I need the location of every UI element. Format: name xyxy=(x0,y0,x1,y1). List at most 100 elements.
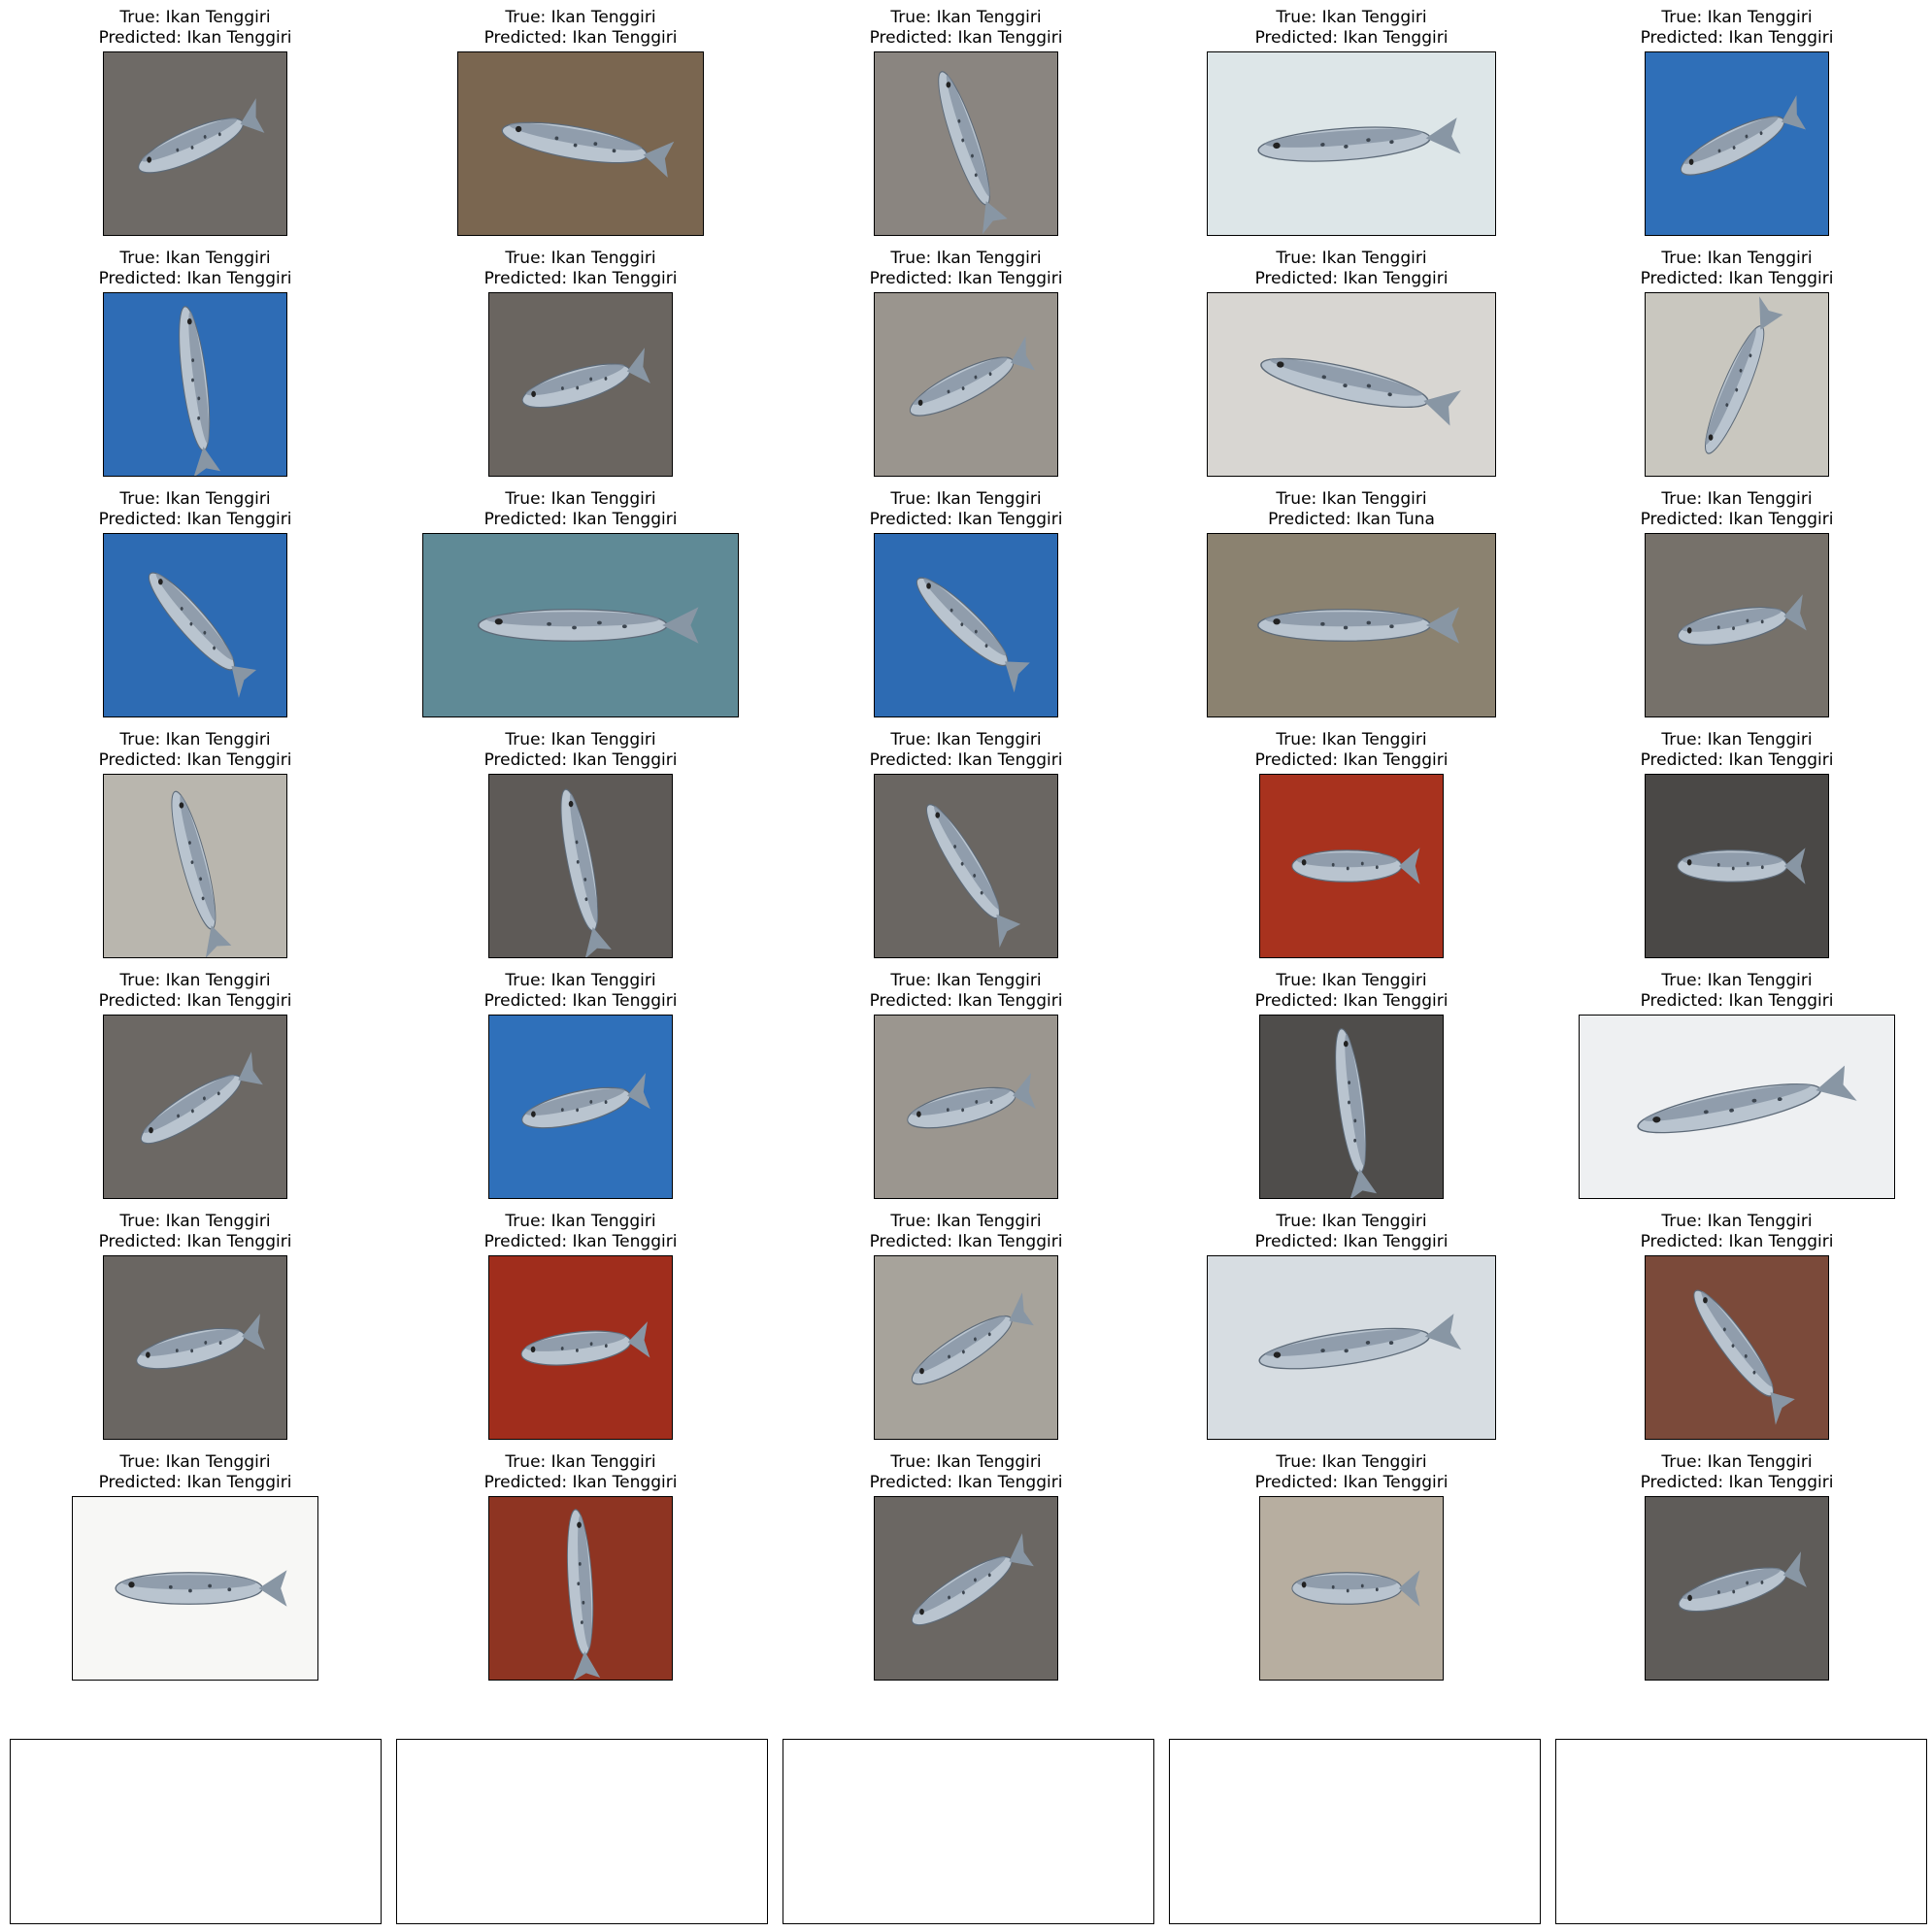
image-cell: True: Ikan Tenggiri Predicted: Ikan Tengg… xyxy=(387,971,774,1204)
fish-icon xyxy=(1680,95,1807,176)
true-label: True: Ikan Tenggiri xyxy=(1276,730,1427,749)
fish-icon xyxy=(1257,117,1461,162)
image-cell: True: Ikan Tenggiri Predicted: Ikan Tengg… xyxy=(387,1212,774,1445)
fish-photo xyxy=(103,1015,287,1199)
image-cell: True: Ikan Tenggiri Predicted: Ikan Tengg… xyxy=(1544,1452,1930,1685)
fish-photo xyxy=(488,1496,673,1681)
empty-axes xyxy=(396,1739,768,1924)
true-label: True: Ikan Tenggiri xyxy=(1661,489,1813,509)
image-cell: True: Ikan Tenggiri Predicted: Ikan Tengg… xyxy=(1158,1212,1545,1445)
predicted-label: Predicted: Ikan Tenggiri xyxy=(483,510,678,529)
fish-photo xyxy=(874,1015,1058,1199)
fish-photo xyxy=(488,1015,673,1199)
true-label: True: Ikan Tenggiri xyxy=(890,8,1042,27)
empty-axes xyxy=(1169,1739,1541,1924)
image-cell: True: Ikan Tenggiri Predicted: Ikan Tengg… xyxy=(773,730,1159,963)
true-label: True: Ikan Tenggiri xyxy=(890,489,1042,509)
fish-icon xyxy=(1291,1570,1420,1607)
predicted-label: Predicted: Ikan Tenggiri xyxy=(483,991,678,1011)
fish-photo xyxy=(1207,533,1496,717)
true-label: True: Ikan Tenggiri xyxy=(119,489,271,509)
fish-photo xyxy=(422,533,739,717)
fish-icon xyxy=(1693,1289,1795,1425)
fish-photo xyxy=(1259,1496,1444,1681)
fish-icon xyxy=(916,577,1030,693)
fish-photo xyxy=(1645,51,1829,236)
predicted-label: Predicted: Ikan Tenggiri xyxy=(869,269,1063,288)
fish-icon xyxy=(136,1314,265,1370)
empty-axes xyxy=(783,1739,1154,1924)
true-label: True: Ikan Tenggiri xyxy=(1276,8,1427,27)
fish-photo xyxy=(1645,774,1829,958)
predicted-label: Predicted: Ikan Tenggiri xyxy=(483,28,678,48)
fish-photo xyxy=(1579,1015,1895,1199)
fish-icon xyxy=(566,1509,601,1680)
predicted-label: Predicted: Ikan Tenggiri xyxy=(869,1473,1063,1492)
fish-icon xyxy=(1260,357,1461,426)
image-cell: True: Ikan Tenggiri Predicted: Ikan Tengg… xyxy=(773,971,1159,1204)
predicted-label: Predicted: Ikan Tenggiri xyxy=(1254,991,1449,1011)
fish-photo xyxy=(874,51,1058,236)
true-label: True: Ikan Tenggiri xyxy=(1661,1452,1813,1472)
image-cell: True: Ikan Tenggiri Predicted: Ikan Tengg… xyxy=(1158,971,1545,1204)
true-label: True: Ikan Tenggiri xyxy=(890,1452,1042,1472)
fish-icon xyxy=(501,121,675,178)
image-cell: True: Ikan Tenggiri Predicted: Ikan Tengg… xyxy=(773,249,1159,482)
image-cell: True: Ikan Tenggiri Predicted: Ikan Tengg… xyxy=(387,249,774,482)
image-cell: True: Ikan Tenggiri Predicted: Ikan Tengg… xyxy=(387,1452,774,1685)
true-label: True: Ikan Tenggiri xyxy=(890,249,1042,268)
true-label: True: Ikan Tenggiri xyxy=(119,971,271,990)
fish-photo xyxy=(874,1496,1058,1681)
image-cell: True: Ikan Tenggiri Predicted: Ikan Tengg… xyxy=(1544,249,1930,482)
image-cell: True: Ikan Tenggiri Predicted: Ikan Tengg… xyxy=(2,971,388,1204)
predicted-label: Predicted: Ikan Tenggiri xyxy=(483,1232,678,1251)
fish-photo xyxy=(1259,774,1444,958)
empty-axes xyxy=(10,1739,382,1924)
predicted-label: Predicted: Ikan Tuna xyxy=(1268,510,1435,529)
predicted-label: Predicted: Ikan Tenggiri xyxy=(1254,269,1449,288)
predicted-label: Predicted: Ikan Tenggiri xyxy=(1640,269,1834,288)
fish-photo xyxy=(1645,292,1829,477)
predicted-label: Predicted: Ikan Tenggiri xyxy=(98,269,292,288)
true-label: True: Ikan Tenggiri xyxy=(1276,249,1427,268)
fish-icon xyxy=(1677,594,1807,646)
true-label: True: Ikan Tenggiri xyxy=(890,730,1042,749)
fish-icon xyxy=(149,572,257,698)
fish-photo xyxy=(103,1255,287,1440)
true-label: True: Ikan Tenggiri xyxy=(890,1212,1042,1231)
fish-photo xyxy=(1207,51,1496,236)
fish-icon xyxy=(115,1570,287,1607)
predicted-label: Predicted: Ikan Tenggiri xyxy=(869,1232,1063,1251)
image-cell: True: Ikan Tenggiri Predicted: Ikan Tengg… xyxy=(1544,489,1930,722)
true-label: True: Ikan Tenggiri xyxy=(1276,1212,1427,1231)
fish-icon xyxy=(520,1321,650,1366)
fish-icon xyxy=(138,98,265,174)
predicted-label: Predicted: Ikan Tenggiri xyxy=(869,750,1063,770)
true-label: True: Ikan Tenggiri xyxy=(1661,8,1813,27)
true-label: True: Ikan Tenggiri xyxy=(890,971,1042,990)
true-label: True: Ikan Tenggiri xyxy=(119,1212,271,1231)
true-label: True: Ikan Tenggiri xyxy=(505,8,656,27)
fish-icon xyxy=(911,1292,1034,1385)
fish-icon xyxy=(1677,848,1806,884)
true-label: True: Ikan Tenggiri xyxy=(1276,489,1427,509)
image-cell: True: Ikan Tenggiri Predicted: Ikan Tuna xyxy=(1158,489,1545,722)
fish-icon xyxy=(1291,848,1420,884)
predicted-label: Predicted: Ikan Tenggiri xyxy=(869,28,1063,48)
fish-icon xyxy=(1335,1028,1378,1198)
image-cell: True: Ikan Tenggiri Predicted: Ikan Tengg… xyxy=(2,489,388,722)
fish-icon xyxy=(1258,1314,1462,1370)
predicted-label: Predicted: Ikan Tenggiri xyxy=(98,510,292,529)
fish-photo xyxy=(1207,1255,1496,1440)
predicted-label: Predicted: Ikan Tenggiri xyxy=(1640,510,1834,529)
true-label: True: Ikan Tenggiri xyxy=(1661,730,1813,749)
true-label: True: Ikan Tenggiri xyxy=(1661,249,1813,268)
predicted-label: Predicted: Ikan Tenggiri xyxy=(98,750,292,770)
fish-icon xyxy=(560,788,612,957)
predicted-label: Predicted: Ikan Tenggiri xyxy=(1640,1232,1834,1251)
true-label: True: Ikan Tenggiri xyxy=(1661,1212,1813,1231)
fish-photo xyxy=(1645,533,1829,717)
fish-icon xyxy=(521,348,650,409)
image-cell: True: Ikan Tenggiri Predicted: Ikan Tengg… xyxy=(2,1212,388,1445)
fish-photo xyxy=(103,533,287,717)
